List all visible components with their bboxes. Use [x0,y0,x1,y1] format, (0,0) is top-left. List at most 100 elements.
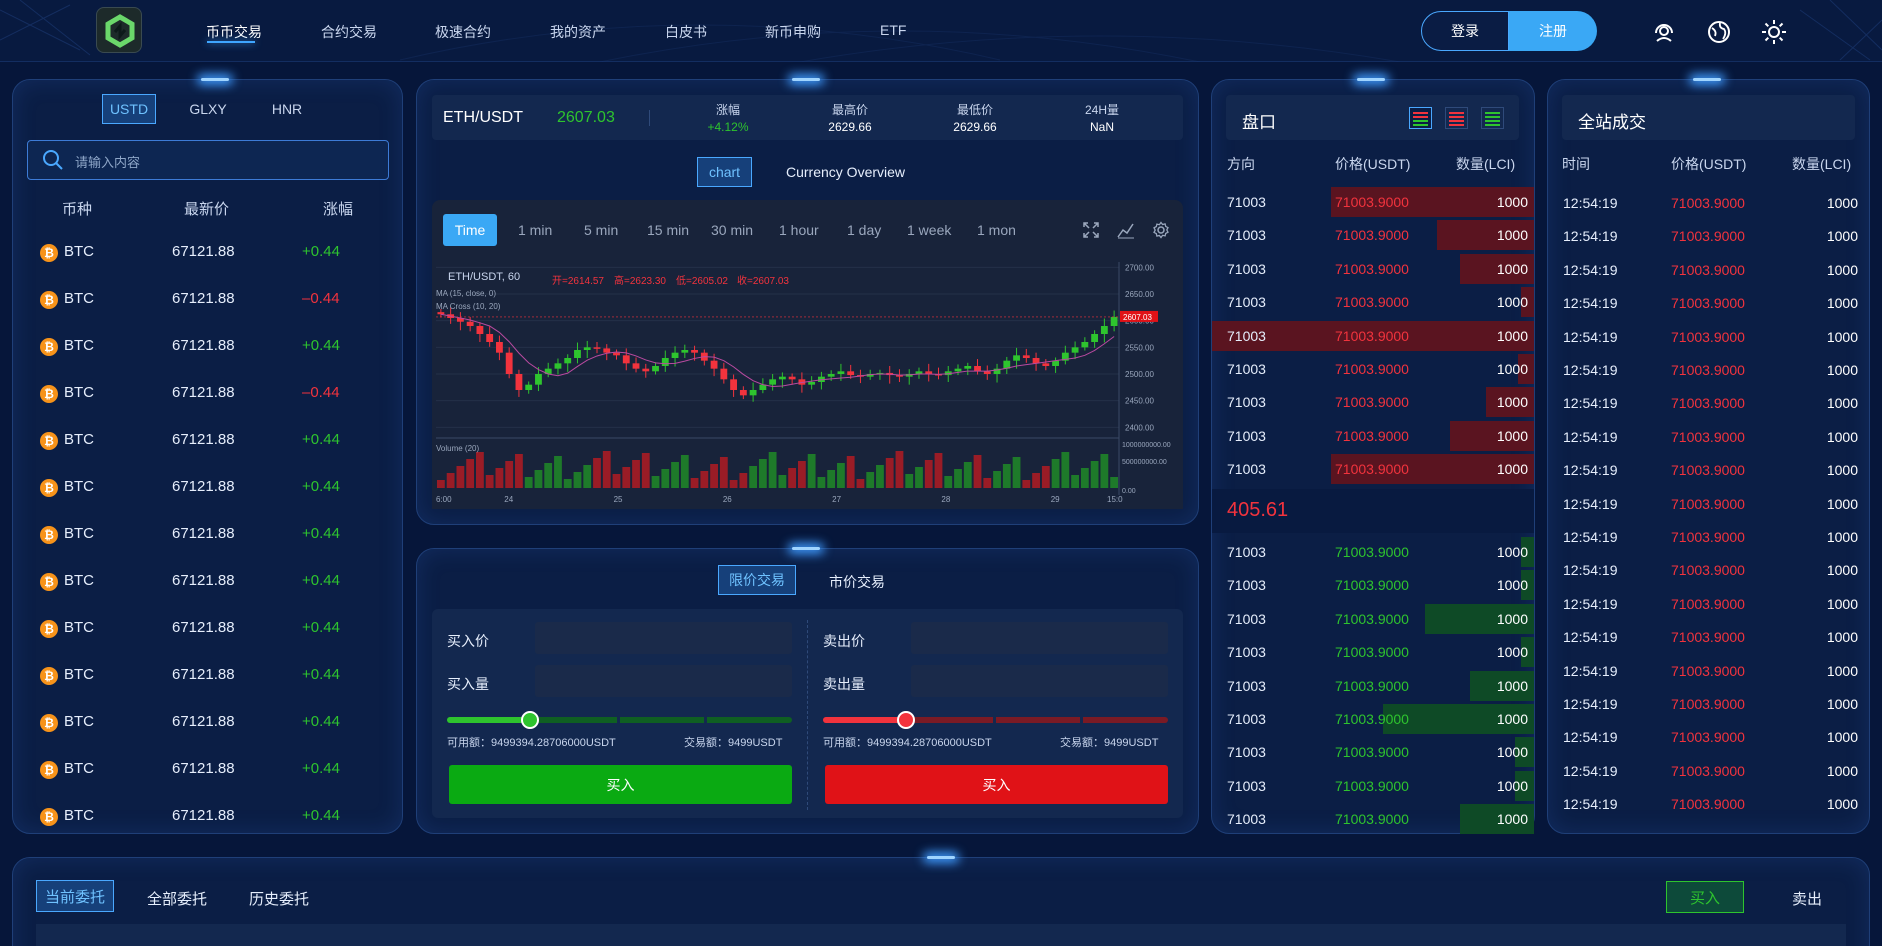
orderbook-ask-row[interactable]: 71003 71003.9000 1000 [1212,385,1534,418]
filter-buy-button[interactable]: 买入 [1666,881,1744,913]
candle-body [652,366,659,372]
orderbook-ask-row[interactable]: 71003 71003.9000 1000 [1212,185,1534,218]
buy-button[interactable]: 买入 [449,765,792,804]
logo[interactable] [96,7,142,53]
orderbook-ask-row[interactable]: 71003 71003.9000 1000 [1212,252,1534,285]
orderbook-ask-row[interactable]: 71003 71003.9000 1000 [1212,352,1534,385]
market-change: +0.44 [302,243,340,260]
market-row[interactable]: ₿ BTC 67121.88 +0.44 [40,520,380,550]
market-tab-glxy[interactable]: GLXY [189,101,227,117]
nav-my-assets[interactable]: 我的资产 [550,24,606,40]
language-icon[interactable] [1706,19,1732,45]
orderbook-bid-row[interactable]: 71003 71003.9000 1000 [1212,635,1534,668]
nav-contract-trading[interactable]: 合约交易 [321,24,377,40]
volume-bar [1071,475,1079,488]
volume-bar [602,451,611,488]
sell-slider-fill [823,717,906,723]
volume-bar [1051,459,1060,488]
market-row[interactable]: ₿ BTC 67121.88 –0.44 [40,285,380,315]
market-symbol: BTC [64,384,94,401]
orderbook-bid-row[interactable]: 71003 71003.9000 1000 [1212,669,1534,702]
buy-available: 可用额：9499394.28706000USDT [447,737,616,749]
orderbook-bid-row[interactable]: 71003 71003.9000 1000 [1212,735,1534,768]
market-row[interactable]: ₿ BTC 67121.88 +0.44 [40,426,380,456]
volume-bar [554,456,562,488]
volume-bar [954,469,962,488]
orderbook-bid-row[interactable]: 71003 71003.9000 1000 [1212,568,1534,601]
tab-history-orders[interactable]: 历史委托 [249,891,310,908]
orderbook-bid-row[interactable]: 71003 71003.9000 1000 [1212,802,1534,835]
theme-sun-icon[interactable] [1761,19,1787,45]
customer-service-icon[interactable] [1651,19,1677,45]
orderbook-ask-row[interactable]: 71003 71003.9000 1000 [1212,319,1534,352]
orderbook-ask-row[interactable]: 71003 71003.9000 1000 [1212,419,1534,452]
orderbook-ask-row[interactable]: 71003 71003.9000 1000 [1212,452,1534,485]
orderbook-bid-row[interactable]: 71003 71003.9000 1000 [1212,602,1534,635]
tab-all-orders[interactable]: 全部委托 [147,891,208,908]
orderbook-bid-row[interactable]: 71003 71003.9000 1000 [1212,769,1534,802]
panel-glow [792,547,820,550]
timeframe-1day[interactable]: 1 day [847,222,882,238]
sell-slider-handle[interactable] [896,711,915,729]
login-button[interactable]: 登录 [1421,11,1509,51]
orderbook-ask-row[interactable]: 71003 71003.9000 1000 [1212,285,1534,318]
ticker-pair[interactable]: ETH/USDT [443,109,523,126]
tab-limit-order[interactable]: 限价交易 [718,565,796,595]
tab-market-order[interactable]: 市价交易 [829,574,885,590]
market-row[interactable]: ₿ BTC 67121.88 +0.44 [40,802,380,832]
timeframe-5min[interactable]: 5 min [584,222,619,238]
volume-bar [1012,457,1021,488]
orderbook-view-both-icon[interactable] [1409,107,1432,129]
nav-whitepaper[interactable]: 白皮书 [665,24,707,40]
indicators-icon[interactable] [1117,221,1135,239]
chart-volume-tick: 500000000.00 [1122,459,1167,466]
market-row[interactable]: ₿ BTC 67121.88 –0.44 [40,379,380,409]
timeframe-time[interactable]: Time [443,214,497,246]
chart-x-tick: 15:0 [1107,495,1123,504]
timeframe-1week[interactable]: 1 week [907,222,952,238]
depth-bar [1212,320,1534,351]
tab-currency-overview[interactable]: Currency Overview [786,164,906,180]
nav-active-indicator [207,41,255,43]
orderbook-view-asks-icon[interactable] [1445,107,1468,129]
market-row[interactable]: ₿ BTC 67121.88 +0.44 [40,614,380,644]
filter-sell-button[interactable]: 卖出 [1792,891,1823,908]
orderbook-view-bids-icon[interactable] [1481,107,1504,129]
sell-button[interactable]: 买入 [825,765,1168,804]
nav-new-coin-subscription[interactable]: 新币申购 [765,24,821,40]
fullscreen-icon[interactable] [1082,221,1100,239]
orderbook-header-qty: 数量(LCI) [1456,156,1516,172]
timeframe-15min[interactable]: 15 min [647,222,690,238]
market-row[interactable]: ₿ BTC 67121.88 +0.44 [40,661,380,691]
timeframe-1mon[interactable]: 1 mon [977,222,1016,238]
orderbook-ask-row[interactable]: 71003 71003.9000 1000 [1212,218,1534,251]
tab-chart[interactable]: chart [697,157,752,187]
market-row[interactable]: ₿ BTC 67121.88 +0.44 [40,332,380,362]
nav-spot-trading[interactable]: 币币交易 [206,24,262,40]
buy-price-input[interactable] [535,622,792,654]
search-input[interactable] [27,140,389,180]
market-row[interactable]: ₿ BTC 67121.88 +0.44 [40,755,380,785]
buy-amount-input[interactable] [535,665,792,697]
candlestick-chart[interactable]: 2700.002650.002600.002550.002500.002450.… [432,262,1183,509]
timeframe-30min[interactable]: 30 min [711,222,754,238]
market-row[interactable]: ₿ BTC 67121.88 +0.44 [40,708,380,738]
buy-slider-handle[interactable] [520,711,539,729]
sell-amount-input[interactable] [911,665,1168,697]
timeframe-1hour[interactable]: 1 hour [779,222,819,238]
nav-fast-contract[interactable]: 极速合约 [435,24,491,40]
nav-etf[interactable]: ETF [880,22,907,38]
orderbook-bid-row[interactable]: 71003 71003.9000 1000 [1212,702,1534,735]
market-tab-ustd[interactable]: USTD [102,94,156,124]
settings-gear-icon[interactable] [1152,221,1170,239]
orderbook-direction: 71003 [1227,811,1266,828]
tab-current-orders[interactable]: 当前委托 [36,880,114,912]
market-tab-hnr[interactable]: HNR [271,101,303,117]
market-row[interactable]: ₿ BTC 67121.88 +0.44 [40,567,380,597]
sell-price-input[interactable] [911,622,1168,654]
orderbook-bid-row[interactable]: 71003 71003.9000 1000 [1212,535,1534,568]
register-button[interactable]: 注册 [1509,11,1597,51]
market-row[interactable]: ₿ BTC 67121.88 +0.44 [40,238,380,268]
market-row[interactable]: ₿ BTC 67121.88 +0.44 [40,473,380,503]
timeframe-1min[interactable]: 1 min [518,222,553,238]
